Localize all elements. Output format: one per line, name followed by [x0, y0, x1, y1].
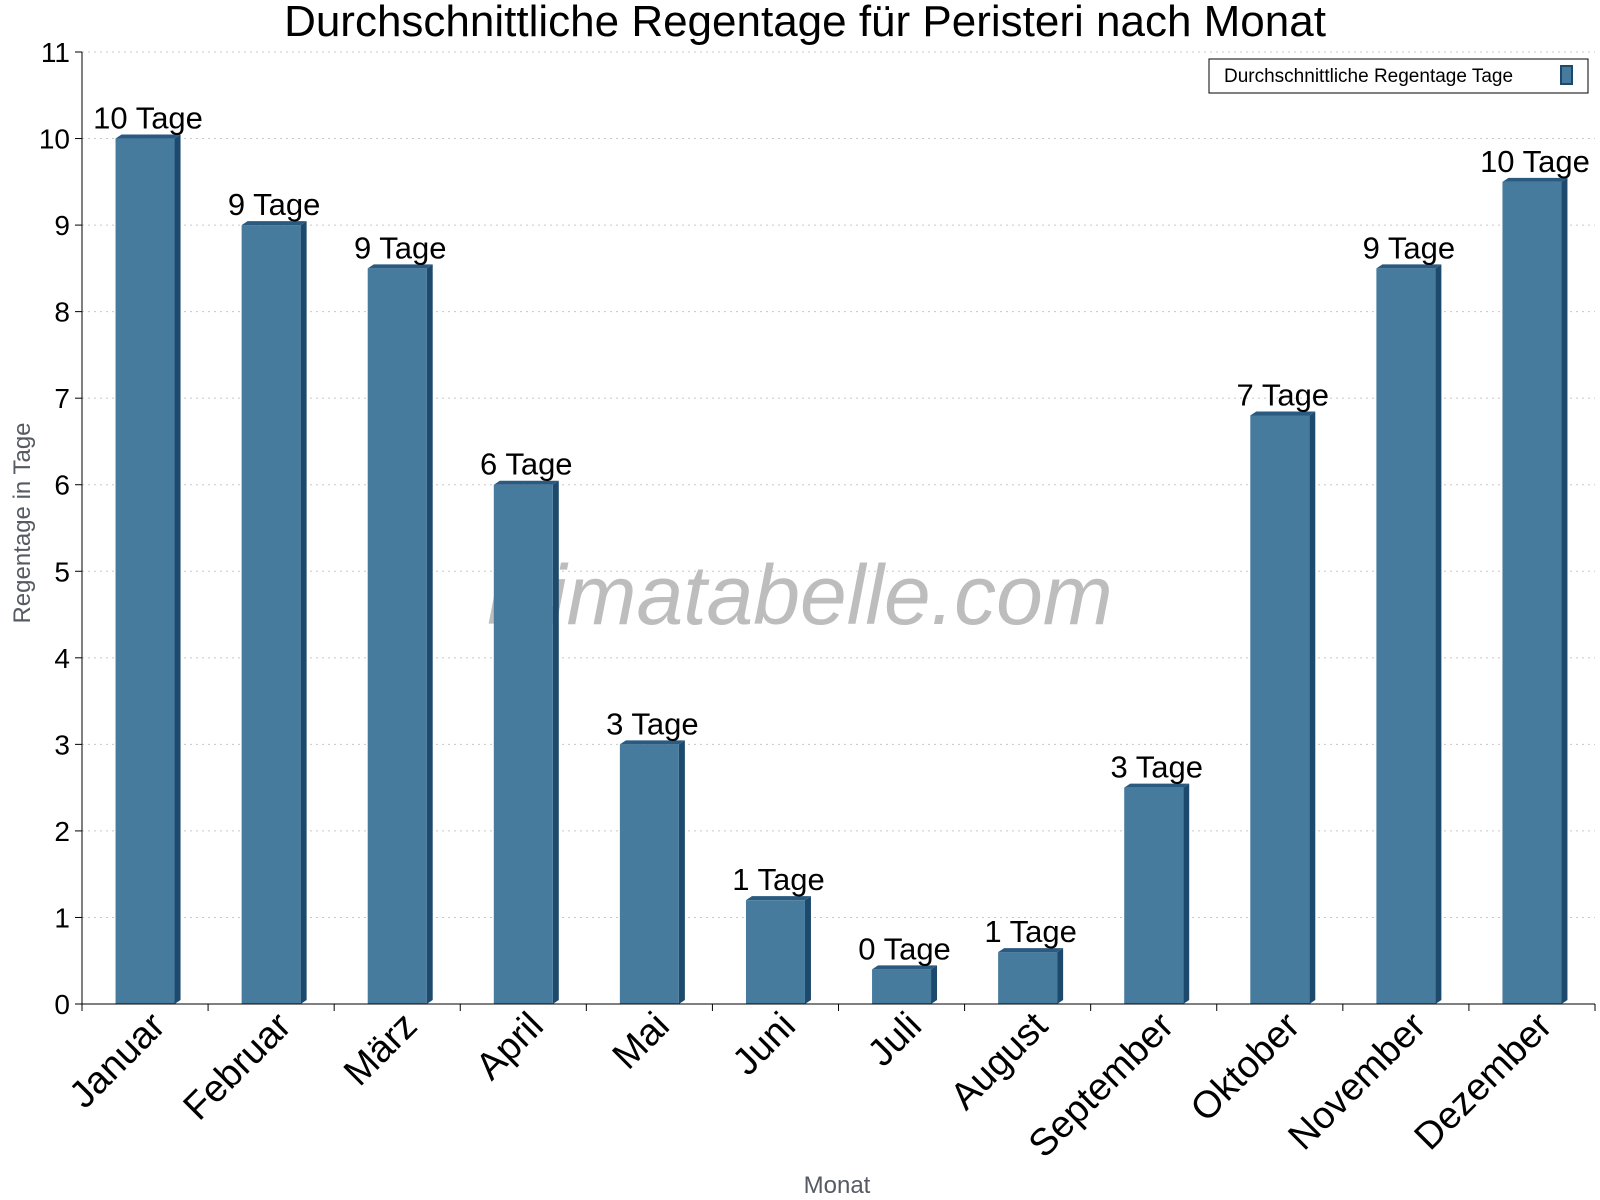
- bar-side: [1057, 948, 1064, 1004]
- x-tick-label: August: [943, 1004, 1057, 1118]
- data-label: 1 Tage: [732, 862, 825, 897]
- x-tick-label: November: [1281, 1004, 1435, 1158]
- bar: [115, 138, 175, 1004]
- bar-side: [552, 480, 559, 1004]
- data-labels: 10 Tage 9 Tage 9 Tage 6 Tage 3 Tage 1 Tage 0 T…: [93, 101, 1590, 967]
- bar-top: [619, 740, 685, 745]
- bar-top: [1124, 783, 1190, 788]
- chart-title: Durchschnittliche Regentage für Perister…: [284, 0, 1326, 46]
- bar-top: [241, 221, 307, 226]
- y-tick-label: 4: [54, 643, 70, 674]
- bar-side: [678, 740, 685, 1004]
- x-tick-label: März: [336, 1005, 425, 1094]
- y-tick-label: 3: [54, 729, 70, 760]
- bar-side: [804, 896, 811, 1004]
- x-axis-title: Monat: [804, 1172, 871, 1199]
- data-label: 3 Tage: [1110, 750, 1203, 785]
- x-tick-label: Dezember: [1407, 1004, 1561, 1158]
- bar: [493, 484, 553, 1004]
- bar-side: [1561, 177, 1568, 1004]
- bar-top: [872, 965, 938, 970]
- y-tick-label: 1: [54, 902, 70, 933]
- bar-top: [1376, 264, 1442, 269]
- bar-side: [1309, 411, 1316, 1004]
- legend: Durchschnittliche Regentage Tage: [1208, 58, 1589, 94]
- bars: [115, 134, 1568, 1004]
- bar-side: [1183, 783, 1190, 1004]
- y-tick-label: 0: [54, 989, 70, 1020]
- y-tick-label: 8: [54, 297, 70, 328]
- data-label: 10 Tage: [1480, 144, 1590, 179]
- axes: [75, 51, 1596, 1011]
- bar: [1250, 415, 1310, 1004]
- x-tick-label: Juni: [725, 1005, 804, 1084]
- data-label: 6 Tage: [480, 447, 573, 482]
- y-tick-label: 9: [54, 210, 70, 241]
- bar-side: [1435, 264, 1442, 1004]
- y-tick-label: 5: [54, 556, 70, 587]
- y-tick-label: 10: [39, 124, 70, 155]
- bar: [745, 900, 805, 1004]
- bar-top: [1250, 411, 1316, 416]
- data-label: 9 Tage: [1363, 230, 1456, 265]
- grid: [82, 51, 1595, 918]
- bar: [872, 969, 932, 1004]
- bar-side: [931, 965, 938, 1004]
- bar-side: [300, 221, 307, 1004]
- y-tick-label: 11: [41, 37, 70, 68]
- bar: [1502, 181, 1562, 1004]
- data-label: 7 Tage: [1237, 377, 1330, 412]
- bar-top: [998, 948, 1064, 953]
- data-label: 3 Tage: [606, 706, 699, 741]
- data-label: 10 Tage: [93, 101, 203, 136]
- bar: [367, 268, 427, 1004]
- bar-top: [367, 264, 433, 269]
- x-tick-label: April: [468, 1005, 551, 1088]
- legend-label: Durchschnittliche Regentage Tage: [1224, 66, 1513, 87]
- data-label: 0 Tage: [858, 931, 951, 966]
- x-tick-labels: Januar Februar März April Mai Juni Juli AugustS…: [62, 1004, 1561, 1165]
- data-label: 9 Tage: [354, 230, 447, 265]
- bar-top: [115, 134, 181, 139]
- bar-top: [493, 480, 559, 485]
- bar-top: [745, 896, 811, 901]
- bar: [241, 225, 301, 1004]
- legend-box: [1208, 58, 1589, 94]
- y-axis-title: Regentage in Tage: [9, 422, 36, 623]
- x-tick-label: Januar: [62, 1004, 174, 1116]
- bar: [619, 744, 679, 1004]
- data-label: 9 Tage: [228, 187, 321, 222]
- bar-top: [1502, 177, 1568, 182]
- x-tick-label: Juli: [860, 1005, 930, 1075]
- bar-side: [174, 134, 181, 1004]
- y-tick-labels: 0 1 2 3 4 5 6 7 8 9 10 11: [39, 37, 70, 1020]
- x-tick-label: Mai: [605, 1005, 678, 1078]
- bar: [1376, 268, 1436, 1004]
- bar: [998, 952, 1058, 1004]
- bar-side: [426, 264, 433, 1004]
- y-tick-label: 2: [54, 816, 70, 847]
- x-tick-label: Februar: [176, 1004, 300, 1128]
- data-label: 1 Tage: [984, 914, 1077, 949]
- watermark: klimatabelle.com: [487, 548, 1113, 642]
- bar: [1124, 787, 1184, 1004]
- x-tick-label: Oktober: [1183, 1004, 1309, 1130]
- legend-swatch: [1560, 65, 1573, 85]
- y-tick-label: 6: [54, 470, 70, 501]
- y-tick-label: 7: [54, 383, 70, 414]
